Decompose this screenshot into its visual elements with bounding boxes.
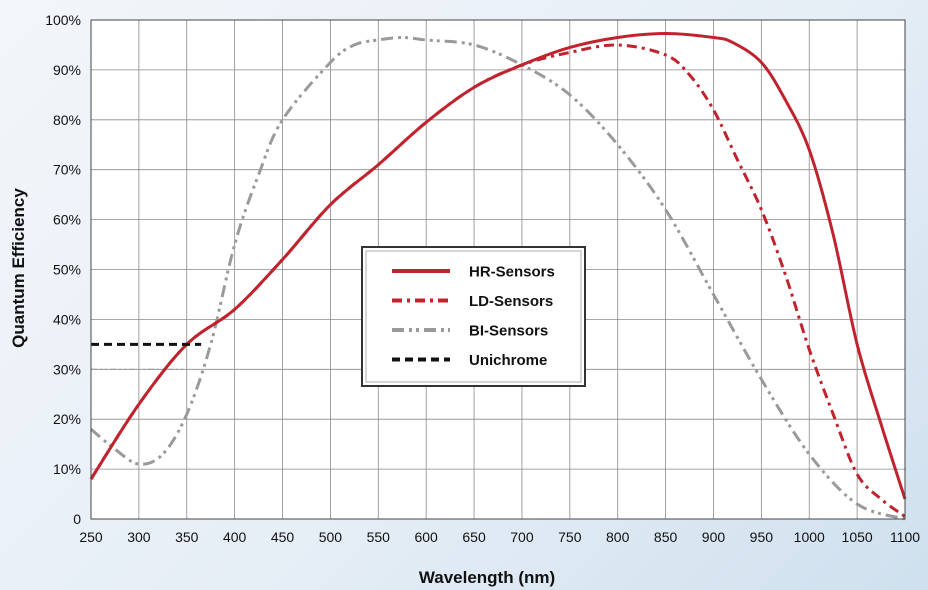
legend: HR-Sensors LD-Sensors BI-Sensors Unichrome	[361, 246, 586, 387]
legend-label: HR-Sensors	[469, 264, 555, 281]
x-tick-label: 1050	[842, 529, 873, 545]
x-tick-label: 850	[654, 529, 678, 545]
legend-label: LD-Sensors	[469, 293, 553, 310]
y-tick-label: 50%	[53, 262, 81, 278]
legend-label: Unichrome	[469, 352, 547, 369]
x-tick-label: 500	[319, 529, 343, 545]
x-tick-label: 750	[558, 529, 582, 545]
x-tick-label: 400	[223, 529, 247, 545]
x-tick-label: 300	[127, 529, 151, 545]
tick-labels: 250 300 350 400 450 500 550 600 650 700 750 800 850 9…	[45, 12, 920, 545]
y-tick-label: 90%	[53, 62, 81, 78]
x-tick-label: 950	[750, 529, 774, 545]
x-tick-label: 700	[510, 529, 534, 545]
y-tick-label: 60%	[53, 212, 81, 228]
series-line-bi-sensors	[90, 35, 906, 521]
x-tick-label: 900	[702, 529, 726, 545]
x-tick-label: 450	[271, 529, 295, 545]
x-tick-label: 600	[414, 529, 438, 545]
plot-frame	[90, 19, 906, 520]
x-tick-label: 650	[462, 529, 486, 545]
y-tick-label: 10%	[53, 461, 81, 477]
x-tick-label: 350	[175, 529, 199, 545]
y-tick-label: 70%	[53, 162, 81, 178]
series-lines	[89, 31, 907, 521]
y-tick-label: 30%	[53, 361, 81, 377]
legend-label: BI-Sensors	[469, 323, 548, 340]
x-axis-title: Wavelength (nm)	[419, 568, 555, 587]
y-axis-title: Quantum Efficiency	[9, 188, 28, 348]
y-tick-label: 100%	[45, 12, 81, 28]
y-tick-label: 80%	[53, 112, 81, 128]
x-tick-label: 550	[367, 529, 391, 545]
y-tick-label: 20%	[53, 411, 81, 427]
x-tick-label: 250	[79, 529, 103, 545]
x-tick-label: 800	[606, 529, 630, 545]
series-line-hr-sensors	[89, 31, 907, 500]
y-tick-label: 40%	[53, 311, 81, 327]
y-tick-label: 0	[73, 511, 81, 527]
x-tick-label: 1100	[890, 529, 920, 545]
x-tick-label: 1000	[794, 529, 825, 545]
